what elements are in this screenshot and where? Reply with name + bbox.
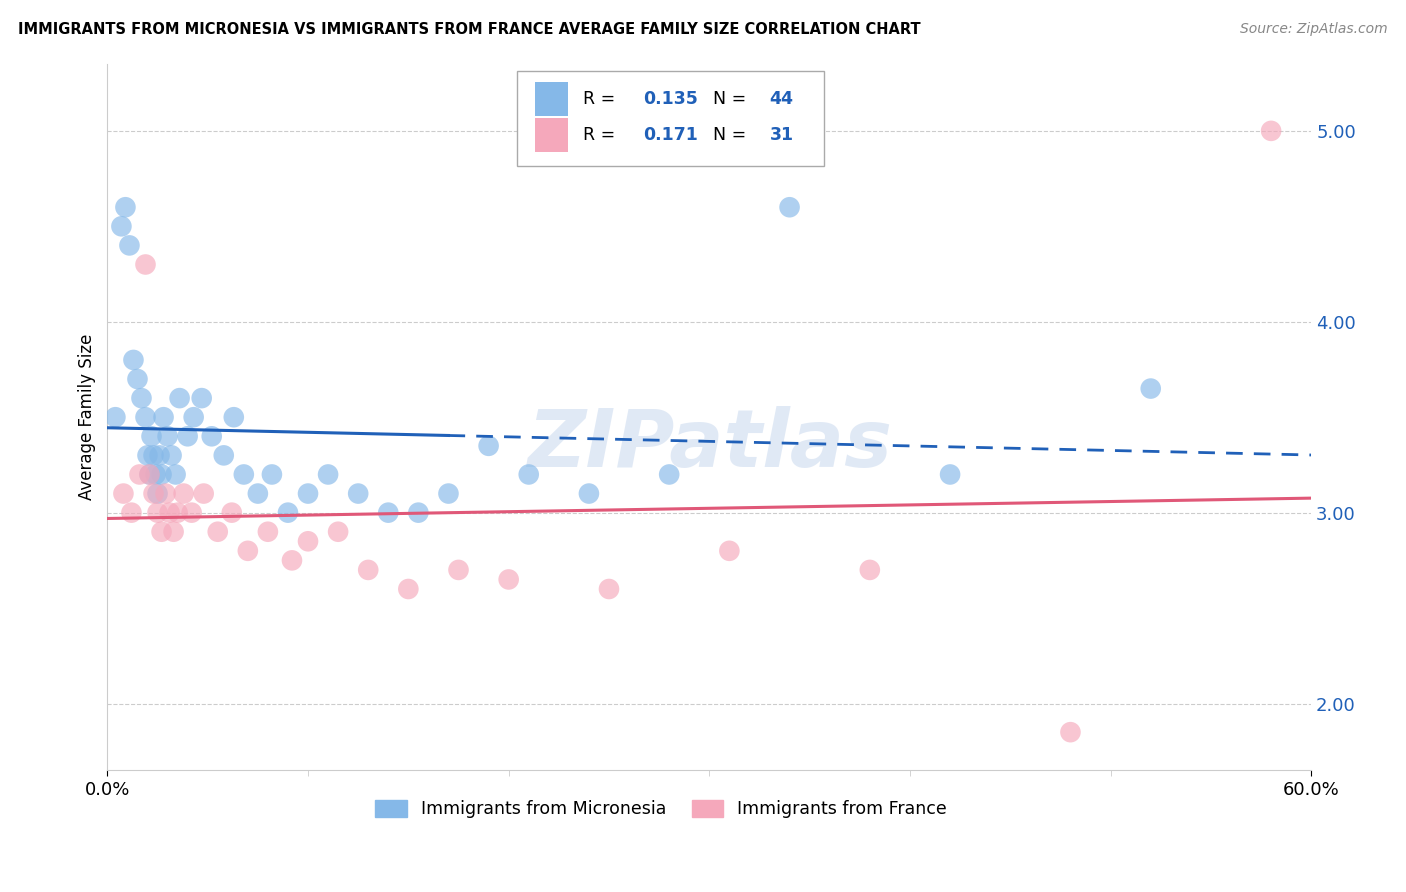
Point xyxy=(136,449,159,463)
Point xyxy=(148,449,170,463)
Point xyxy=(146,506,169,520)
Point xyxy=(162,524,184,539)
Point xyxy=(1059,725,1081,739)
Point xyxy=(277,506,299,520)
Point xyxy=(118,238,141,252)
Point xyxy=(377,506,399,520)
Point xyxy=(150,467,173,482)
Point xyxy=(447,563,470,577)
Point xyxy=(138,467,160,482)
Point xyxy=(169,391,191,405)
Point xyxy=(122,353,145,368)
Point xyxy=(104,410,127,425)
Point xyxy=(297,486,319,500)
Text: R =: R = xyxy=(583,126,620,144)
Point xyxy=(141,429,163,443)
Point xyxy=(176,429,198,443)
Text: N =: N = xyxy=(713,126,752,144)
Text: N =: N = xyxy=(713,90,752,108)
Point xyxy=(357,563,380,577)
Point xyxy=(658,467,681,482)
Point xyxy=(779,200,801,214)
Point xyxy=(142,449,165,463)
Point xyxy=(1139,382,1161,396)
Point xyxy=(347,486,370,500)
Point xyxy=(316,467,339,482)
Legend: Immigrants from Micronesia, Immigrants from France: Immigrants from Micronesia, Immigrants f… xyxy=(368,793,953,825)
Point xyxy=(478,439,501,453)
Point xyxy=(165,467,187,482)
Point xyxy=(146,486,169,500)
Point xyxy=(221,506,243,520)
Point xyxy=(326,524,349,539)
Bar xyxy=(534,118,568,152)
Point xyxy=(134,410,156,425)
Point xyxy=(236,544,259,558)
Text: Source: ZipAtlas.com: Source: ZipAtlas.com xyxy=(1240,22,1388,37)
Text: IMMIGRANTS FROM MICRONESIA VS IMMIGRANTS FROM FRANCE AVERAGE FAMILY SIZE CORRELA: IMMIGRANTS FROM MICRONESIA VS IMMIGRANTS… xyxy=(18,22,921,37)
Point xyxy=(120,506,142,520)
Text: 0.171: 0.171 xyxy=(643,126,697,144)
Point xyxy=(145,467,167,482)
Point xyxy=(142,486,165,500)
Point xyxy=(396,582,419,596)
Point xyxy=(517,467,540,482)
Point xyxy=(598,582,620,596)
Point xyxy=(183,410,205,425)
Point xyxy=(190,391,212,405)
Text: 0.135: 0.135 xyxy=(643,90,697,108)
Point xyxy=(232,467,254,482)
Point xyxy=(201,429,224,443)
Point xyxy=(160,449,183,463)
Point xyxy=(260,467,283,482)
Point xyxy=(152,410,174,425)
Point xyxy=(281,553,304,567)
Point xyxy=(222,410,245,425)
Bar xyxy=(534,82,568,116)
Point xyxy=(498,573,520,587)
Point xyxy=(134,258,156,272)
Point xyxy=(155,486,177,500)
Point xyxy=(173,486,195,500)
Point xyxy=(437,486,460,500)
Point xyxy=(578,486,600,500)
Text: 44: 44 xyxy=(769,90,793,108)
Point xyxy=(128,467,150,482)
Point xyxy=(1260,124,1282,138)
Point xyxy=(212,449,235,463)
Point xyxy=(159,506,181,520)
Y-axis label: Average Family Size: Average Family Size xyxy=(79,334,96,500)
Point xyxy=(150,524,173,539)
Point xyxy=(246,486,269,500)
Point xyxy=(114,200,136,214)
Text: ZIPatlas: ZIPatlas xyxy=(527,407,891,484)
Point xyxy=(166,506,188,520)
Point xyxy=(408,506,430,520)
Point xyxy=(297,534,319,549)
Point xyxy=(859,563,882,577)
Point xyxy=(110,219,132,234)
Text: 31: 31 xyxy=(769,126,793,144)
Point xyxy=(127,372,149,386)
Point xyxy=(193,486,215,500)
Point xyxy=(131,391,153,405)
Point xyxy=(180,506,202,520)
Text: R =: R = xyxy=(583,90,620,108)
Point xyxy=(156,429,179,443)
Point xyxy=(718,544,741,558)
Point xyxy=(112,486,135,500)
Point xyxy=(207,524,229,539)
Point xyxy=(138,467,160,482)
Point xyxy=(939,467,962,482)
FancyBboxPatch shape xyxy=(516,71,824,167)
Point xyxy=(257,524,280,539)
